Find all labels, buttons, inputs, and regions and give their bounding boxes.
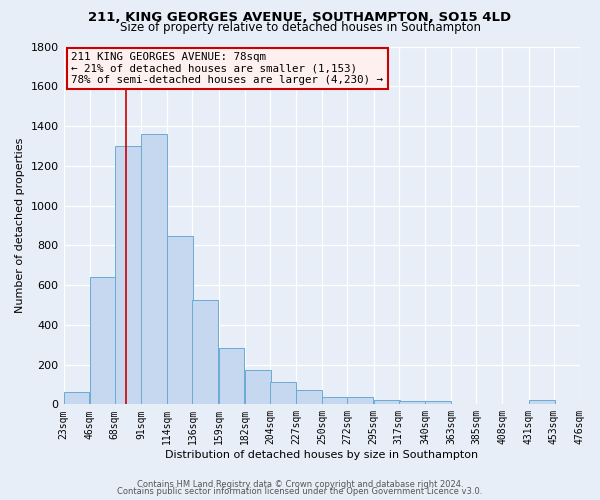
X-axis label: Distribution of detached houses by size in Southampton: Distribution of detached houses by size … <box>165 450 478 460</box>
Bar <box>399 402 425 404</box>
Bar <box>218 348 244 405</box>
Bar <box>270 382 296 404</box>
Bar <box>425 402 451 404</box>
Bar <box>322 398 348 404</box>
Bar <box>167 236 193 404</box>
Bar <box>115 146 141 405</box>
Text: Contains public sector information licensed under the Open Government Licence v3: Contains public sector information licen… <box>118 487 482 496</box>
Text: 211, KING GEORGES AVENUE, SOUTHAMPTON, SO15 4LD: 211, KING GEORGES AVENUE, SOUTHAMPTON, S… <box>88 11 512 24</box>
Text: Contains HM Land Registry data © Crown copyright and database right 2024.: Contains HM Land Registry data © Crown c… <box>137 480 463 489</box>
Bar <box>296 390 322 404</box>
Bar <box>64 392 89 404</box>
Bar <box>90 277 116 404</box>
Bar <box>347 398 373 404</box>
Bar <box>374 400 400 404</box>
Bar <box>529 400 554 404</box>
Y-axis label: Number of detached properties: Number of detached properties <box>15 138 25 313</box>
Bar <box>245 370 271 404</box>
Bar <box>141 134 167 404</box>
Text: 211 KING GEORGES AVENUE: 78sqm
← 21% of detached houses are smaller (1,153)
78% : 211 KING GEORGES AVENUE: 78sqm ← 21% of … <box>71 52 383 85</box>
Text: Size of property relative to detached houses in Southampton: Size of property relative to detached ho… <box>119 21 481 34</box>
Bar <box>193 300 218 405</box>
